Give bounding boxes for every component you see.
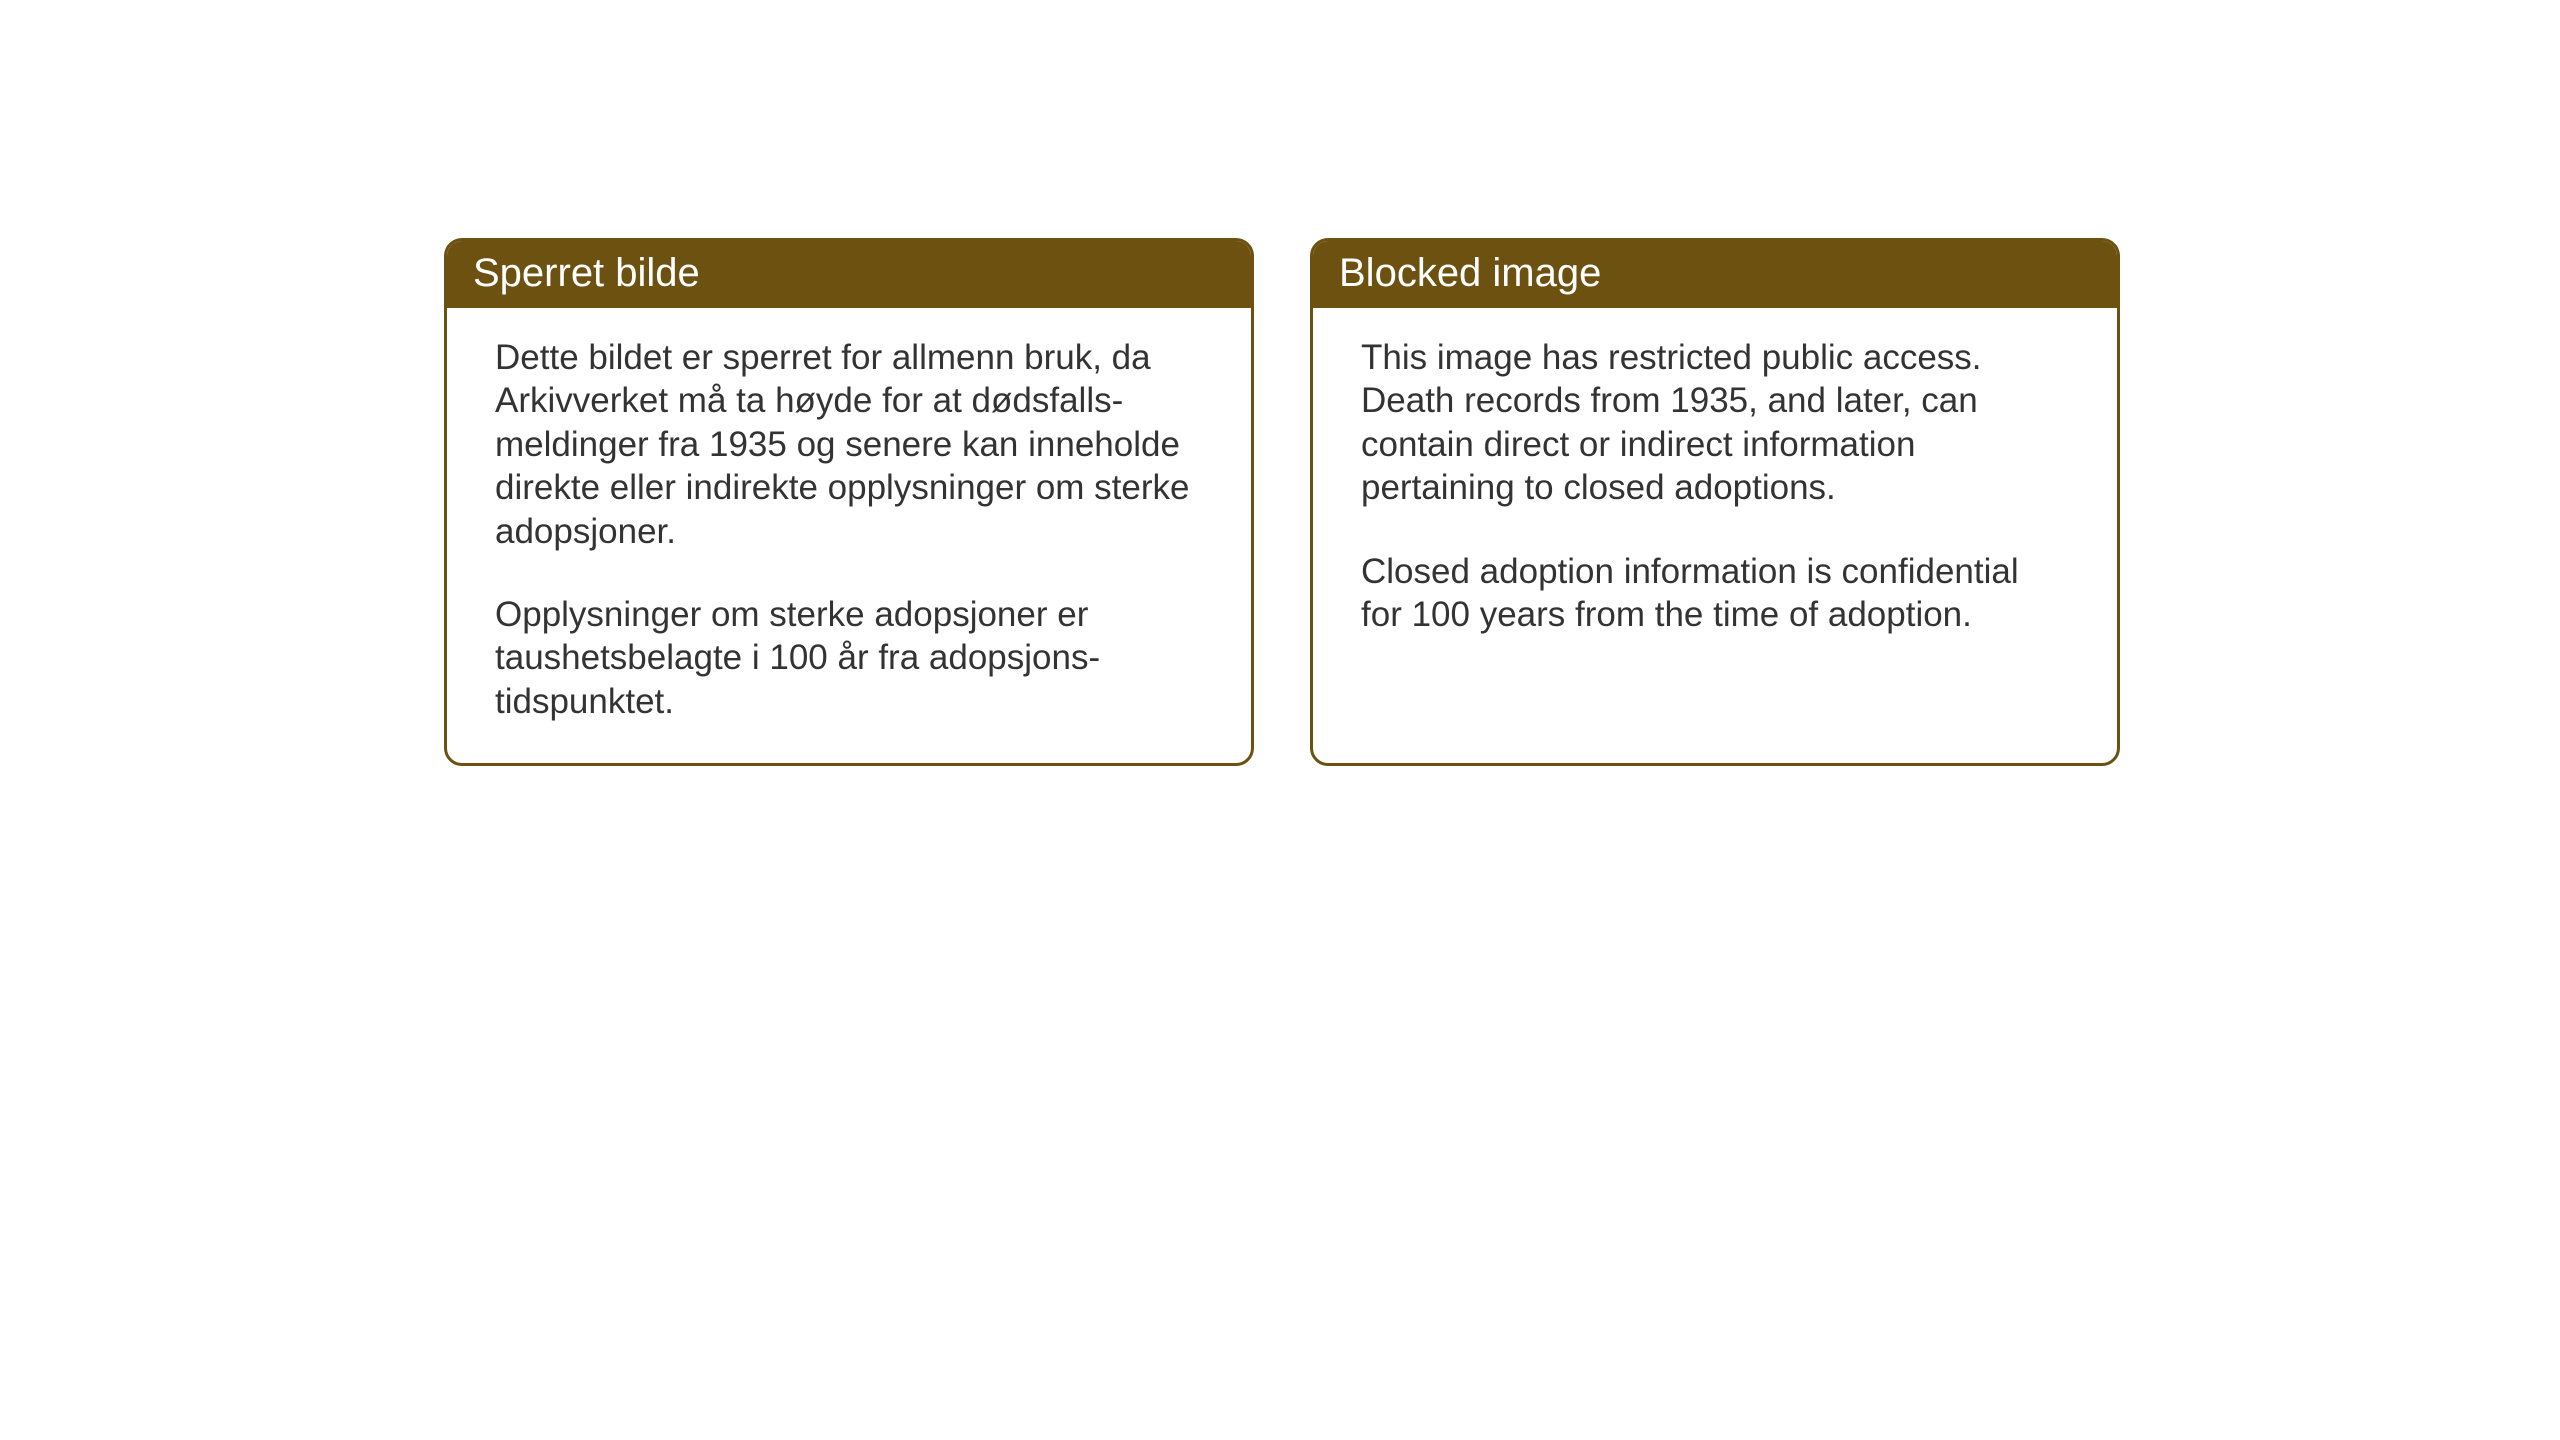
english-notice-card: Blocked image This image has restricted …	[1310, 238, 2120, 766]
norwegian-paragraph-2: Opplysninger om sterke adopsjoner er tau…	[495, 593, 1203, 723]
english-card-header: Blocked image	[1313, 241, 2117, 308]
norwegian-card-header: Sperret bilde	[447, 241, 1251, 308]
notice-container: Sperret bilde Dette bildet er sperret fo…	[444, 238, 2120, 766]
english-card-title: Blocked image	[1339, 251, 1601, 295]
english-paragraph-2: Closed adoption information is confident…	[1361, 550, 2069, 637]
norwegian-card-body: Dette bildet er sperret for allmenn bruk…	[447, 308, 1251, 763]
english-card-body: This image has restricted public access.…	[1313, 308, 2117, 748]
norwegian-notice-card: Sperret bilde Dette bildet er sperret fo…	[444, 238, 1254, 766]
english-paragraph-1: This image has restricted public access.…	[1361, 336, 2069, 510]
norwegian-card-title: Sperret bilde	[473, 251, 700, 295]
norwegian-paragraph-1: Dette bildet er sperret for allmenn bruk…	[495, 336, 1203, 553]
